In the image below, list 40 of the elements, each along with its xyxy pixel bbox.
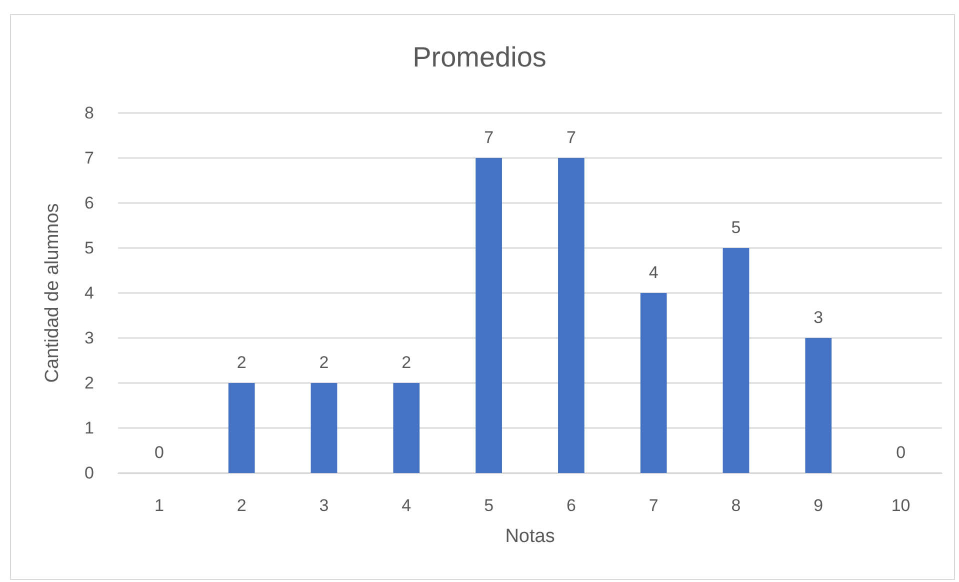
x-tick-label: 1: [154, 496, 164, 515]
bar: [393, 383, 420, 473]
y-tick-label: 4: [84, 284, 94, 302]
data-label: 2: [236, 353, 246, 372]
x-tick-label: 5: [484, 496, 494, 515]
bar: [805, 338, 832, 473]
y-tick-label: 2: [84, 374, 94, 392]
x-tick-label: 10: [891, 496, 910, 515]
y-tick-label: 0: [84, 464, 94, 482]
y-axis-title: Cantidad de alumnos: [42, 203, 63, 383]
bar: [228, 383, 255, 473]
data-label: 5: [731, 218, 741, 237]
bar: [558, 158, 584, 473]
data-label: 0: [896, 443, 906, 462]
bar: [640, 293, 667, 473]
data-label: 4: [648, 263, 658, 282]
data-label: 2: [402, 353, 412, 372]
x-tick-label: 4: [402, 496, 412, 515]
data-label: 0: [154, 443, 164, 462]
data-label: 3: [814, 308, 824, 327]
data-label: 2: [319, 353, 329, 372]
x-tick-label: 6: [566, 496, 576, 515]
x-tick-label: 8: [731, 496, 741, 515]
x-tick-label: 9: [814, 496, 824, 515]
y-tick-label: 6: [84, 194, 94, 212]
bar: [476, 158, 502, 473]
data-label: 7: [484, 128, 494, 147]
chart-title: Promedios: [412, 42, 546, 72]
y-tick-label: 7: [84, 148, 94, 168]
x-tick-label: 3: [319, 496, 329, 515]
bar: [722, 248, 750, 473]
y-tick-label: 1: [84, 418, 94, 438]
data-label: 7: [566, 128, 576, 147]
y-tick-label: 3: [84, 328, 94, 348]
x-tick-label: 7: [648, 496, 658, 515]
bar: [310, 383, 338, 473]
x-tick-label: 2: [236, 496, 246, 515]
y-tick-label: 8: [84, 104, 94, 122]
x-axis-title: Notas: [505, 526, 555, 547]
y-tick-label: 5: [84, 238, 94, 258]
